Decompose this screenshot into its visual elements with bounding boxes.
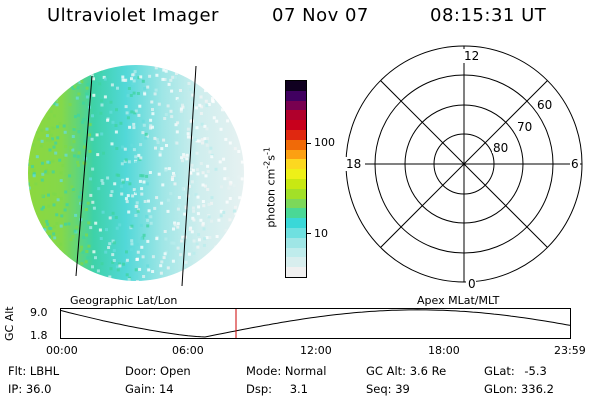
colorbar-tick	[306, 233, 311, 234]
info-glon: GLon: 336.2	[484, 382, 554, 396]
info-dsp: Dsp: 3.1	[246, 382, 308, 396]
colorbar-unit-label: photon cm-2s-1	[262, 147, 278, 228]
info-mode: Mode: Normal	[246, 364, 327, 378]
uv-image-disk	[28, 65, 244, 287]
colorbar-segment	[286, 149, 306, 160]
timeline-ylabel: GC Alt	[3, 306, 16, 341]
timeline-ymax: 9.0	[30, 306, 48, 319]
info-ip: IP: 36.0	[8, 382, 52, 396]
colorbar-segment	[286, 228, 306, 238]
meridian-line	[181, 65, 197, 287]
info-seq: Seq: 39	[366, 382, 410, 396]
timeline-tick-4: 23:59	[554, 344, 586, 357]
timeline-tick-3: 18:00	[428, 344, 460, 357]
apex-label: Apex MLat/MLT	[417, 294, 500, 307]
colorbar-tick	[306, 143, 311, 144]
info-flt: Flt: LBHL	[8, 364, 60, 378]
info-gc-alt: GC Alt: 3.6 Re	[366, 364, 447, 378]
colorbar-segment	[286, 130, 306, 140]
lat-label-70: 70	[517, 120, 532, 134]
colorbar-segment	[286, 179, 306, 189]
colorbar-segment	[286, 257, 306, 268]
mlt-label-12: 12	[464, 49, 479, 63]
lat-label-80: 80	[493, 141, 508, 155]
info-door: Door: Open	[125, 364, 191, 378]
mlt-label-18: 18	[346, 157, 361, 171]
colorbar-segment	[286, 247, 306, 258]
timeline-tick-2: 12:00	[300, 344, 332, 357]
mlt-label-6: 6	[571, 157, 579, 171]
colorbar-segment	[286, 208, 306, 219]
meridian-line	[75, 75, 93, 277]
colorbar-segment	[286, 120, 306, 131]
colorbar-segment	[286, 159, 306, 170]
colorbar-segment	[286, 188, 306, 199]
colorbar-tick-label: 10	[314, 227, 328, 240]
colorbar-segment	[286, 198, 306, 209]
timeline-ymin: 1.8	[30, 329, 48, 342]
colorbar-segment	[286, 139, 306, 150]
colorbar-segment	[286, 81, 306, 91]
mlt-line	[380, 80, 548, 248]
colorbar-segment	[286, 90, 306, 101]
instrument-title: Ultraviolet Imager	[47, 5, 219, 26]
timeline-tick-1: 06:00	[172, 344, 204, 357]
colorbar-segment	[286, 218, 306, 229]
info-gain: Gain: 14	[125, 382, 174, 396]
orbit-altitude-timeline	[60, 308, 571, 339]
colorbar-segment	[286, 237, 306, 248]
colorbar-segment	[286, 110, 306, 121]
timeline-tick-0: 00:00	[46, 344, 78, 357]
date-label: 07 Nov 07	[272, 5, 369, 26]
colorbar-segment	[286, 100, 306, 111]
mlt-label-0: 0	[468, 277, 476, 290]
orbit-altitude-curve	[60, 309, 571, 338]
colorbar-tick-label: 100	[314, 136, 335, 149]
colorbar	[285, 80, 307, 278]
lat-label-60: 60	[537, 98, 552, 112]
info-glat: GLat: -5.3	[484, 364, 547, 378]
colorbar-segment	[286, 267, 306, 277]
geographic-label: Geographic Lat/Lon	[70, 294, 178, 307]
polar-mlat-mlt-plot: 12 18 6 0 80 70 60	[343, 45, 583, 290]
time-label: 08:15:31 UT	[430, 5, 547, 26]
colorbar-segment	[286, 169, 306, 180]
